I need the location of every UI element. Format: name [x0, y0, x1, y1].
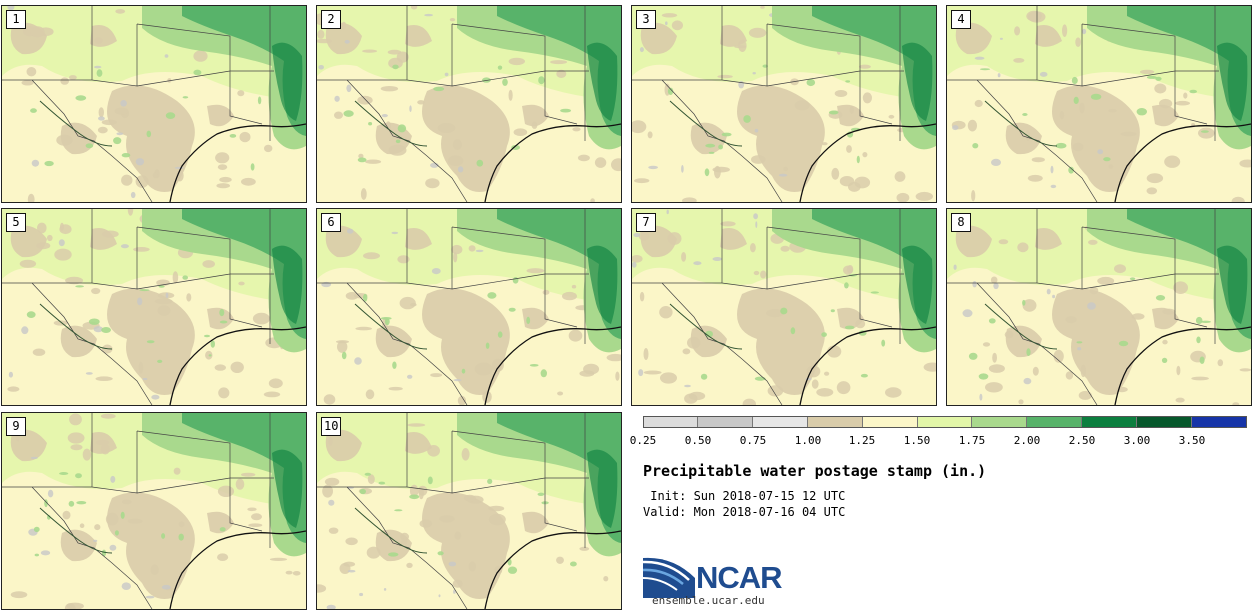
member-panel-7: 7	[631, 208, 937, 406]
member-panel-5: 5	[1, 208, 307, 406]
colorbar-tick-label: 2.00	[1013, 434, 1041, 447]
member-number: 9	[6, 417, 26, 436]
member-panel-4: 4	[946, 5, 1252, 203]
website-url: ensemble.ucar.edu	[652, 594, 765, 607]
pw-map-field	[2, 209, 306, 405]
colorbar-tick-label: 0.75	[739, 434, 767, 447]
colorbar-segment	[643, 416, 698, 428]
member-number: 7	[636, 213, 656, 232]
member-number: 1	[6, 10, 26, 29]
colorbar-tick-label: 1.50	[903, 434, 931, 447]
pw-map-field	[317, 6, 621, 202]
member-panel-9: 9	[1, 412, 307, 610]
colorbar-tick-label: 3.00	[1123, 434, 1151, 447]
colorbar-segment	[862, 416, 918, 428]
member-number: 5	[6, 213, 26, 232]
ncar-logo-icon	[643, 557, 695, 598]
colorbar-tick-label: 0.25	[629, 434, 657, 447]
member-panel-6: 6	[316, 208, 622, 406]
init-time: Init: Sun 2018-07-15 12 UTC	[643, 489, 846, 503]
pw-map-field	[632, 209, 936, 405]
member-panel-1: 1	[1, 5, 307, 203]
member-number: 3	[636, 10, 656, 29]
member-panel-2: 2	[316, 5, 622, 203]
ncar-logo-text: NCAR	[696, 560, 783, 595]
pw-map-field	[2, 6, 306, 202]
colorbar-tick-label: 0.50	[684, 434, 712, 447]
colorbar-segment	[917, 416, 973, 428]
member-panel-8: 8	[946, 208, 1252, 406]
colorbar-segment	[1082, 416, 1138, 428]
colorbar-tick-label: 3.50	[1178, 434, 1206, 447]
colorbar-tick-label: 1.75	[958, 434, 986, 447]
valid-time: Valid: Mon 2018-07-16 04 UTC	[643, 505, 846, 519]
member-panel-3: 3	[631, 5, 937, 203]
pw-map-field	[317, 413, 621, 609]
pw-map-field	[947, 209, 1251, 405]
colorbar-segment	[697, 416, 753, 428]
figure-title: Precipitable water postage stamp (in.)	[643, 462, 987, 480]
member-number: 10	[321, 417, 342, 436]
colorbar-segment	[752, 416, 808, 428]
member-number: 8	[951, 213, 971, 232]
member-panel-10: 10	[316, 412, 622, 610]
pw-map-field	[632, 6, 936, 202]
colorbar-tick-label: 2.50	[1068, 434, 1096, 447]
member-number: 4	[951, 10, 971, 29]
colorbar-segment	[807, 416, 863, 428]
colorbar-frame	[643, 416, 1247, 428]
pw-map-field	[2, 413, 306, 609]
colorbar-segment	[972, 416, 1028, 428]
pw-map-field	[947, 6, 1251, 202]
colorbar-segment	[1027, 416, 1083, 428]
colorbar-tick-label: 1.00	[794, 434, 822, 447]
colorbar	[643, 416, 1247, 428]
member-number: 2	[321, 10, 341, 29]
colorbar-tick-label: 1.25	[848, 434, 876, 447]
colorbar-segment	[1137, 416, 1193, 428]
member-number: 6	[321, 213, 341, 232]
pw-map-field	[317, 209, 621, 405]
